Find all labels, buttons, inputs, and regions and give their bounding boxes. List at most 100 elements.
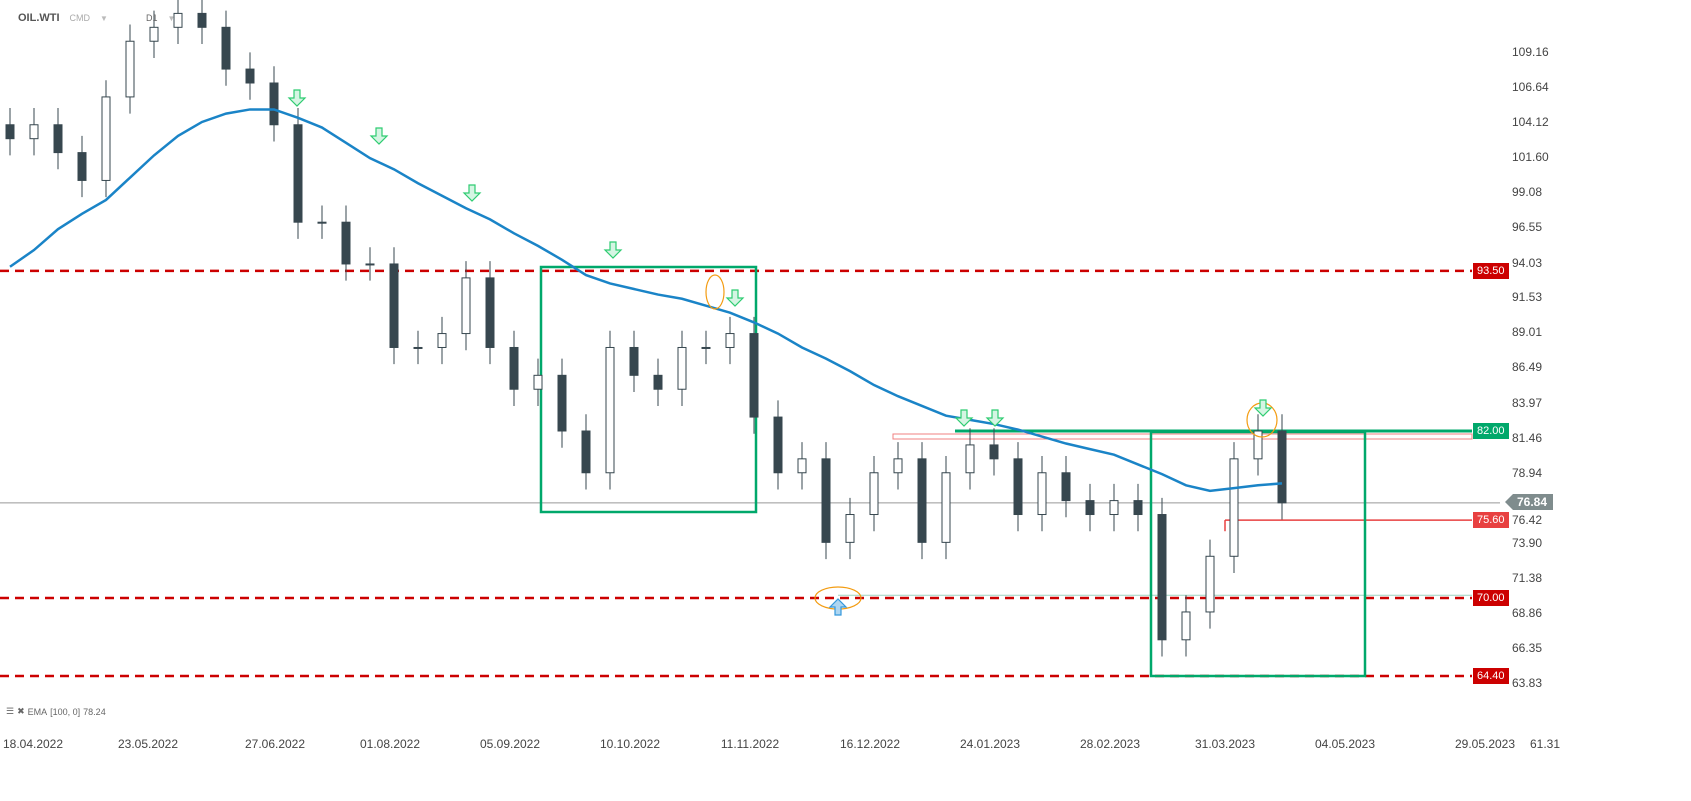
close-icon[interactable]: ✖ (17, 706, 25, 716)
x-tick-label: 18.04.2022 (2, 737, 64, 751)
x-tick-label: 23.05.2022 (117, 737, 179, 751)
candle-body (1109, 500, 1119, 516)
candle-body (1133, 500, 1143, 516)
x-tick-label: 28.02.2023 (1079, 737, 1141, 751)
candle-body (1253, 430, 1263, 460)
candle-body (1181, 611, 1191, 641)
candle-body (845, 514, 855, 543)
x-tick-label: 29.05.2023 (1454, 737, 1516, 751)
y-tick-label: 99.08 (1512, 185, 1543, 200)
candle-body (29, 124, 39, 140)
candle-body (125, 40, 135, 98)
candle-body (437, 333, 447, 348)
candle-body (293, 124, 303, 223)
x-tick-label: 11.11.2022 (720, 737, 780, 751)
y-tick-label: 81.46 (1512, 430, 1543, 445)
chevron-down-icon[interactable]: ▼ (100, 13, 108, 23)
y-tick-label: 68.86 (1512, 605, 1543, 620)
timeframe-selector[interactable]: D1 (145, 13, 158, 23)
y-tick-label: 94.03 (1512, 255, 1543, 270)
ema-legend: ☰ ✖ EMA [100, 0] 78.24 (6, 706, 106, 717)
y-tick-label: 91.53 (1512, 290, 1543, 305)
candle-body (533, 374, 543, 390)
x-tick-label: 16.12.2022 (839, 737, 901, 751)
candle-body (917, 458, 927, 543)
candle-body (581, 430, 591, 474)
arrow-down-icon (985, 409, 1005, 427)
candle-body (893, 458, 903, 474)
level-tag: 64.40 (1473, 667, 1509, 684)
settings-icon[interactable]: ☰ (6, 706, 15, 716)
ema-line (9, 108, 1283, 493)
level-tag: 93.50 (1473, 262, 1509, 279)
y-tick-label: 73.90 (1512, 535, 1543, 550)
arrow-down-icon (462, 184, 482, 202)
candle-body (245, 68, 255, 84)
arrow-up-icon (828, 598, 848, 616)
y-tick-label: 83.97 (1512, 395, 1543, 410)
candle-body (557, 374, 567, 432)
x-tick-label: 04.05.2023 (1314, 737, 1376, 751)
candle-body (509, 346, 519, 390)
chart-header: OIL.WTI CMD ▼ D1 ▼ (18, 12, 175, 24)
y-tick-label: 109.16 (1512, 44, 1549, 59)
candle-body (173, 12, 183, 28)
y-tick-label: 66.35 (1512, 640, 1543, 655)
candle-body (989, 444, 999, 460)
y-tick-label: 104.12 (1512, 115, 1549, 130)
market-selector[interactable]: CMD (69, 13, 91, 23)
x-tick-label: 27.06.2022 (244, 737, 306, 751)
candle-body (749, 333, 759, 418)
ema-value: 78.24 (83, 706, 106, 717)
ema-label: EMA (27, 706, 48, 717)
chevron-down-icon[interactable]: ▼ (167, 13, 176, 23)
y-tick-label: 106.64 (1512, 80, 1549, 94)
y-tick-label: 71.38 (1512, 570, 1543, 585)
candle-body (389, 263, 399, 348)
candle-body (53, 124, 63, 154)
candle-body (773, 416, 783, 474)
candle-body (1013, 458, 1023, 516)
symbol-label[interactable]: OIL.WTI (18, 12, 60, 24)
arrow-down-icon (369, 127, 389, 145)
candle-body (965, 444, 975, 474)
candle-body (149, 26, 159, 42)
candle-body (1157, 514, 1167, 641)
candle-body (221, 26, 231, 70)
arrow-down-icon (1253, 399, 1273, 417)
y-tick-label: 78.94 (1512, 465, 1543, 480)
resistance-zone (892, 433, 1473, 440)
y-tick-label: 89.01 (1512, 325, 1543, 340)
arrow-down-icon (725, 289, 745, 307)
candle-body (797, 458, 807, 474)
candle-body (1205, 555, 1215, 613)
candle-body (629, 346, 639, 376)
y-tick-label: 76.42 (1512, 513, 1543, 527)
candle-body (485, 277, 495, 348)
candle-body (77, 152, 87, 181)
candle-body (5, 124, 15, 140)
candle-body (317, 221, 327, 224)
y-tick-label: 61.31 (1530, 737, 1561, 751)
x-tick-label: 10.10.2022 (599, 737, 661, 751)
candle-body (341, 221, 351, 265)
candle-body (1229, 458, 1239, 557)
x-tick-label: 01.08.2022 (359, 737, 421, 751)
candle-body (821, 458, 831, 543)
candle-body (653, 374, 663, 390)
x-tick-label: 24.01.2023 (959, 737, 1021, 751)
y-tick-label: 63.83 (1512, 675, 1543, 690)
level-tag: 82.00 (1473, 423, 1509, 439)
candle-body (101, 96, 111, 181)
candle-body (365, 263, 375, 266)
candle-body (413, 346, 423, 349)
x-tick-label: 05.09.2022 (479, 737, 541, 751)
level-tag: 75.60 (1473, 512, 1509, 529)
candle-body (1061, 472, 1071, 502)
candle-body (461, 277, 471, 335)
candle-body (197, 12, 207, 28)
highlight-ellipse (705, 274, 725, 310)
candle-body (605, 346, 615, 474)
candle-body (269, 82, 279, 126)
